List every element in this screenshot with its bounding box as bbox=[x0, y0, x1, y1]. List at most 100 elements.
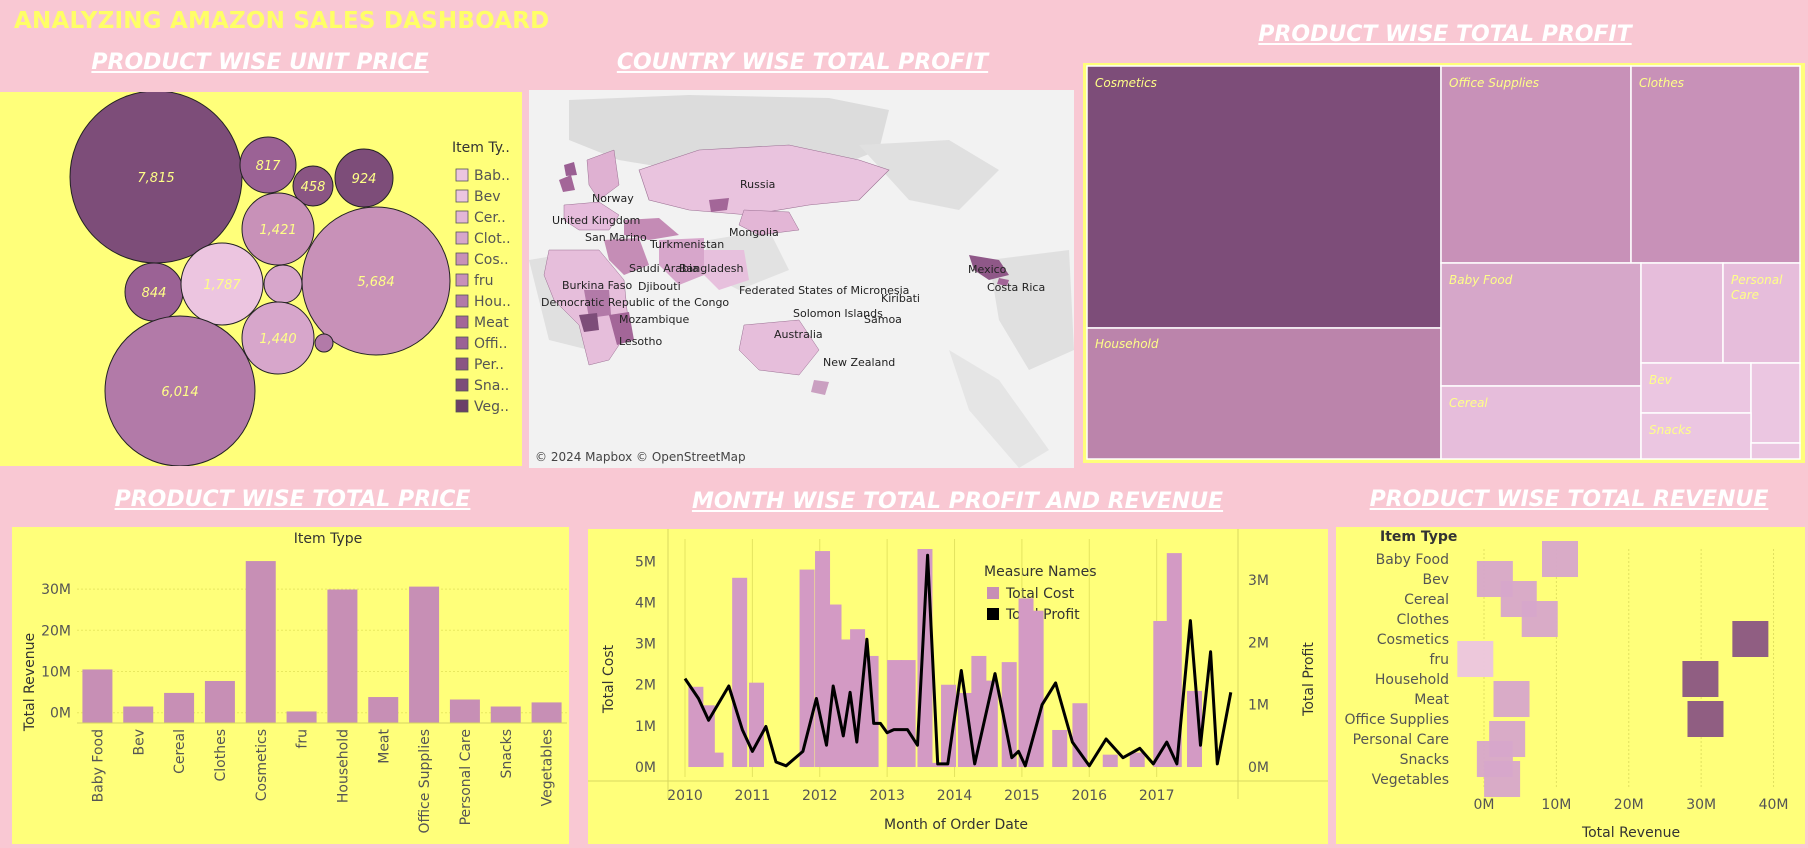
treemap-item-a[interactable] bbox=[1640, 262, 1724, 364]
map-australia[interactable] bbox=[738, 319, 820, 376]
map-drc[interactable] bbox=[584, 290, 611, 318]
total-cost-bar[interactable] bbox=[688, 686, 704, 767]
map-europe[interactable] bbox=[563, 201, 620, 231]
total-price-panel: Item Type Total Revenue 0M 10M 20M 30M Baby … bbox=[12, 527, 569, 844]
treemap-cereal[interactable] bbox=[1440, 385, 1642, 460]
map-south-asia[interactable] bbox=[659, 238, 704, 285]
total-price-bar[interactable] bbox=[409, 586, 440, 723]
total-revenue-chart[interactable]: Item Type Total Revenue 0M 10M 20M 30M 40M Ba… bbox=[1336, 527, 1805, 844]
treemap-baby-food[interactable] bbox=[1440, 262, 1642, 387]
total-revenue-box[interactable] bbox=[1682, 661, 1719, 697]
bubble[interactable] bbox=[314, 333, 334, 353]
map-uk[interactable] bbox=[559, 175, 575, 192]
total-cost-bar[interactable] bbox=[887, 660, 903, 767]
total-revenue-box[interactable] bbox=[1732, 621, 1769, 657]
bubble[interactable] bbox=[239, 136, 297, 194]
bubble-chart[interactable]: 7,815 817 458 924 1,421 5,684 844 1,787 1,440 6,0… bbox=[0, 90, 522, 467]
world-map[interactable]: Russia Norway United Kingdom San MarinoTurk… bbox=[529, 90, 1074, 468]
total-cost-bar[interactable] bbox=[1072, 703, 1088, 767]
map-se-asia[interactable] bbox=[704, 250, 749, 290]
total-price-bar[interactable] bbox=[531, 702, 562, 723]
total-revenue-xtick: 40M bbox=[1759, 797, 1789, 813]
total-cost-bar[interactable] bbox=[850, 629, 866, 767]
total-revenue-box[interactable] bbox=[1493, 681, 1530, 717]
map-mongolia[interactable] bbox=[738, 209, 800, 236]
map-norway[interactable] bbox=[586, 149, 620, 201]
month-ytick-left: 1M bbox=[635, 719, 656, 735]
total-price-bar[interactable] bbox=[449, 699, 480, 723]
total-price-bar[interactable] bbox=[123, 706, 154, 723]
total-price-bar[interactable] bbox=[204, 680, 235, 723]
month-xtick: 2013 bbox=[869, 788, 905, 804]
total-profit-line[interactable] bbox=[683, 553, 1233, 768]
treemap[interactable]: Cosmetics Household Office Supplies Clot… bbox=[1083, 63, 1805, 463]
map-label: Samoa bbox=[864, 313, 902, 326]
bubble[interactable] bbox=[241, 301, 315, 375]
total-cost-bar[interactable] bbox=[1153, 620, 1169, 767]
treemap-cosmetics[interactable] bbox=[1086, 65, 1442, 329]
total-revenue-xtick: 30M bbox=[1686, 797, 1716, 813]
treemap-clothes[interactable] bbox=[1630, 65, 1801, 264]
map-lesotho[interactable] bbox=[579, 313, 599, 332]
total-price-chart[interactable]: Item Type Total Revenue 0M 10M 20M 30M Baby … bbox=[12, 527, 569, 844]
map-costa-rica[interactable] bbox=[997, 278, 1009, 286]
total-cost-bar[interactable] bbox=[1028, 610, 1044, 767]
month-profit-revenue-chart[interactable]: Total Cost Total Profit Month of Order D… bbox=[588, 529, 1328, 844]
total-cost-bar[interactable] bbox=[1052, 729, 1068, 767]
treemap-household[interactable] bbox=[1086, 327, 1442, 460]
treemap-snacks[interactable] bbox=[1640, 412, 1752, 460]
total-price-bar[interactable] bbox=[327, 589, 358, 723]
total-price-bar[interactable] bbox=[368, 697, 399, 723]
total-revenue-box[interactable] bbox=[1521, 601, 1558, 637]
total-cost-bar[interactable] bbox=[982, 680, 998, 767]
total-cost-bar[interactable] bbox=[941, 684, 957, 767]
bubble[interactable] bbox=[263, 264, 303, 304]
map-turkmenistan[interactable] bbox=[624, 218, 679, 240]
total-price-bar[interactable] bbox=[82, 669, 113, 723]
total-cost-bar[interactable] bbox=[900, 660, 916, 767]
treemap-personal-care[interactable] bbox=[1722, 262, 1801, 364]
total-cost-bar[interactable] bbox=[699, 705, 715, 767]
total-revenue-box[interactable] bbox=[1687, 701, 1724, 737]
map-mexico[interactable] bbox=[969, 255, 1009, 280]
bubble[interactable] bbox=[180, 242, 264, 326]
bubble[interactable] bbox=[241, 192, 315, 266]
total-cost-bar[interactable] bbox=[732, 577, 748, 767]
total-cost-bar[interactable] bbox=[708, 752, 724, 767]
map-new-zealand[interactable] bbox=[811, 380, 829, 395]
bubble[interactable] bbox=[334, 148, 394, 208]
total-price-bar[interactable] bbox=[286, 711, 317, 723]
total-cost-bar[interactable] bbox=[1102, 754, 1118, 767]
treemap-office-supplies[interactable] bbox=[1440, 65, 1632, 264]
total-cost-bar[interactable] bbox=[749, 682, 765, 767]
total-cost-bar[interactable] bbox=[971, 655, 987, 767]
total-price-bar[interactable] bbox=[164, 692, 195, 723]
map-mozambique[interactable] bbox=[609, 312, 634, 345]
treemap-bev[interactable] bbox=[1640, 362, 1752, 414]
treemap-item-c[interactable] bbox=[1750, 442, 1801, 460]
map-africa[interactable] bbox=[543, 249, 630, 366]
total-cost-bar[interactable] bbox=[863, 655, 879, 767]
treemap-item-b[interactable] bbox=[1750, 362, 1801, 444]
total-cost-bar[interactable] bbox=[957, 692, 973, 767]
total-price-xtick: Vegetables bbox=[540, 729, 556, 806]
total-cost-bar[interactable] bbox=[1166, 553, 1182, 767]
total-revenue-box[interactable] bbox=[1484, 761, 1521, 797]
map-russia[interactable] bbox=[638, 144, 890, 216]
total-price-bar[interactable] bbox=[245, 561, 276, 723]
map-saudi-arabia[interactable] bbox=[604, 238, 649, 275]
map-label: Federated States of Micronesia bbox=[739, 284, 909, 297]
section-title-month-profit-revenue: MONTH WISE TOTAL PROFIT AND REVENUE bbox=[691, 489, 1224, 514]
bubble-legend-swatch bbox=[455, 294, 469, 308]
total-cost-bar[interactable] bbox=[1001, 662, 1017, 767]
total-price-bar[interactable] bbox=[490, 706, 521, 723]
total-revenue-box[interactable] bbox=[1457, 641, 1494, 677]
map-panel[interactable]: Russia Norway United Kingdom San Marino Turk… bbox=[529, 90, 1074, 468]
map-label: Saudi Arabia bbox=[629, 262, 699, 275]
bubble[interactable] bbox=[292, 165, 334, 207]
map-label: Mexico bbox=[968, 263, 1007, 276]
total-revenue-box[interactable] bbox=[1542, 541, 1578, 577]
total-cost-bar[interactable] bbox=[927, 762, 943, 767]
total-cost-bar[interactable] bbox=[1129, 752, 1145, 767]
treemap-label-personal-care-1: Personal bbox=[1731, 273, 1783, 287]
